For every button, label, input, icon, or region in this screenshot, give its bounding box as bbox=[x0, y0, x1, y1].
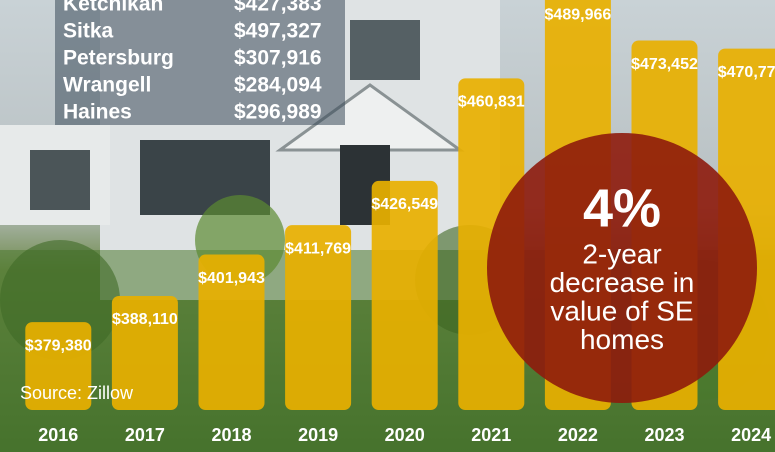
x-tick-label: 2024 bbox=[731, 425, 771, 445]
callout-circle bbox=[487, 133, 757, 403]
value-label: $489,966 bbox=[545, 6, 612, 23]
city-value: $296,989 bbox=[234, 101, 322, 124]
bar bbox=[371, 180, 438, 410]
value-label: $426,549 bbox=[371, 196, 438, 213]
x-tick-label: 2023 bbox=[644, 425, 684, 445]
bar bbox=[198, 254, 265, 410]
callout-value: 4% bbox=[583, 178, 661, 238]
value-label: $473,452 bbox=[631, 56, 698, 73]
callout-text: homes bbox=[580, 324, 664, 355]
value-label: $460,831 bbox=[458, 94, 525, 111]
city-value: $284,094 bbox=[234, 74, 322, 97]
city-value: $497,327 bbox=[234, 20, 322, 43]
x-tick-label: 2019 bbox=[298, 425, 338, 445]
city: Petersburg bbox=[63, 47, 174, 70]
x-tick-label: 2021 bbox=[471, 425, 511, 445]
value-label: $411,769 bbox=[285, 240, 351, 257]
city: Wrangell bbox=[63, 74, 151, 97]
source: Source: Zillow bbox=[20, 383, 134, 403]
bar bbox=[285, 225, 352, 410]
x-tick-label: 2016 bbox=[38, 425, 78, 445]
city: Ketchikan bbox=[63, 0, 163, 16]
x-tick-label: 2018 bbox=[211, 425, 251, 445]
city: Haines bbox=[63, 101, 132, 124]
callout-text: 2-year bbox=[582, 238, 661, 269]
city-value: $307,916 bbox=[234, 47, 322, 70]
x-tick-label: 2022 bbox=[558, 425, 598, 445]
table-background bbox=[55, 0, 345, 125]
table: Ketchikan $427,383 Sitka $497,327 Petersburg… bbox=[63, 0, 322, 124]
bar bbox=[25, 322, 92, 410]
value-label: $401,943 bbox=[198, 270, 265, 287]
value-label: $470,771 bbox=[718, 64, 775, 81]
value-label: $379,380 bbox=[25, 337, 92, 354]
city-value: $427,383 bbox=[234, 0, 322, 16]
value-label: $388,110 bbox=[112, 311, 178, 328]
callout-text: value of SE bbox=[550, 295, 693, 326]
city: Sitka bbox=[63, 20, 114, 43]
x-tick-label: 2020 bbox=[385, 425, 425, 445]
callout-text: decrease in bbox=[550, 267, 695, 298]
x-tick-label: 2017 bbox=[125, 425, 165, 445]
bar bbox=[111, 295, 178, 410]
